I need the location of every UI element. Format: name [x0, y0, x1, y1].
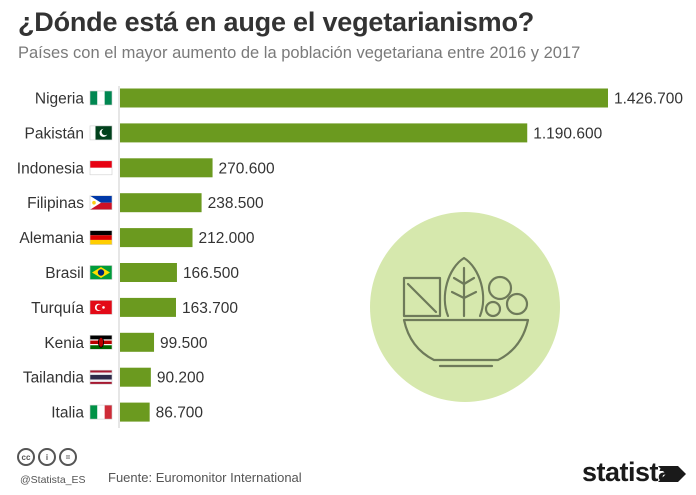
- bar-row: Brasil 166.500: [45, 263, 239, 282]
- attribution-icon: i: [38, 448, 56, 466]
- category-label: Pakistán: [25, 125, 84, 142]
- germany-flag-icon: [89, 230, 113, 245]
- italy-flag-icon: [89, 404, 113, 420]
- statista-handle: @Statista_ES: [20, 474, 86, 486]
- bar: [120, 123, 528, 143]
- salad-bowl-icon: [370, 212, 560, 402]
- bar: [120, 228, 193, 248]
- nigeria-flag-icon: [89, 90, 113, 106]
- bar-row: Tailandia 90.200: [23, 367, 205, 387]
- category-label: Kenia: [44, 335, 84, 352]
- category-label: Brasil: [45, 265, 84, 282]
- category-label: Italia: [51, 405, 84, 422]
- value-label: 99.500: [160, 335, 208, 352]
- turkey-flag-icon: [89, 300, 113, 315]
- category-label: Indonesia: [17, 160, 85, 177]
- creative-commons-icon: cc: [17, 448, 35, 466]
- value-label: 166.500: [183, 265, 239, 282]
- statista-logo: statista: [582, 457, 673, 487]
- bar-row: Italia 86.700: [51, 402, 204, 422]
- no-derivatives-icon: =: [59, 448, 77, 466]
- bar-row: Alemania 212.000: [19, 228, 255, 248]
- bar-row: Pakistán 1.190.600: [25, 123, 603, 143]
- chart-title: ¿Dónde está en auge el vegetarianismo?: [18, 7, 535, 37]
- value-label: 238.500: [208, 195, 264, 212]
- chart-subtitle: Países con el mayor aumento de la poblac…: [18, 44, 581, 62]
- value-label: 86.700: [156, 405, 204, 422]
- philippines-flag-icon: [89, 195, 113, 210]
- value-label: 270.600: [219, 160, 275, 177]
- brazil-flag-icon: [89, 265, 113, 280]
- bar: [120, 332, 155, 352]
- value-label: 163.700: [182, 300, 238, 317]
- bar-chart: Nigeria 1.426.700 Pakistán 1.190.600 Indones…: [17, 86, 683, 428]
- value-label: 1.426.700: [614, 91, 683, 108]
- bar-row: Indonesia 270.600: [17, 158, 275, 178]
- bar: [120, 158, 213, 178]
- bar: [120, 402, 150, 422]
- bar: [120, 297, 176, 317]
- category-label: Nigeria: [35, 91, 84, 108]
- bar: [120, 193, 202, 213]
- thailand-flag-icon: [89, 369, 113, 385]
- bar-row: Nigeria 1.426.700: [35, 88, 683, 108]
- source-note: Fuente: Euromonitor International: [108, 470, 302, 485]
- value-label: 1.190.600: [533, 125, 602, 142]
- indonesia-flag-icon: [89, 160, 113, 176]
- category-label: Filipinas: [27, 195, 84, 212]
- value-label: 90.200: [157, 370, 205, 387]
- value-label: 212.000: [199, 230, 255, 247]
- category-label: Tailandia: [23, 370, 85, 387]
- category-label: Alemania: [19, 230, 84, 247]
- bar: [120, 88, 608, 108]
- bar: [120, 367, 151, 387]
- bar-row: Turquía 163.700: [31, 297, 238, 317]
- statista-logo-mark: [658, 466, 686, 482]
- bar-row: Kenia 99.500: [44, 332, 208, 352]
- license-icons: cc i =: [17, 448, 77, 466]
- category-label: Turquía: [31, 300, 84, 317]
- bar-row: Filipinas 238.500: [27, 193, 264, 213]
- bar: [120, 263, 177, 282]
- kenya-flag-icon: [89, 334, 113, 350]
- pakistan-flag-icon: [89, 125, 113, 141]
